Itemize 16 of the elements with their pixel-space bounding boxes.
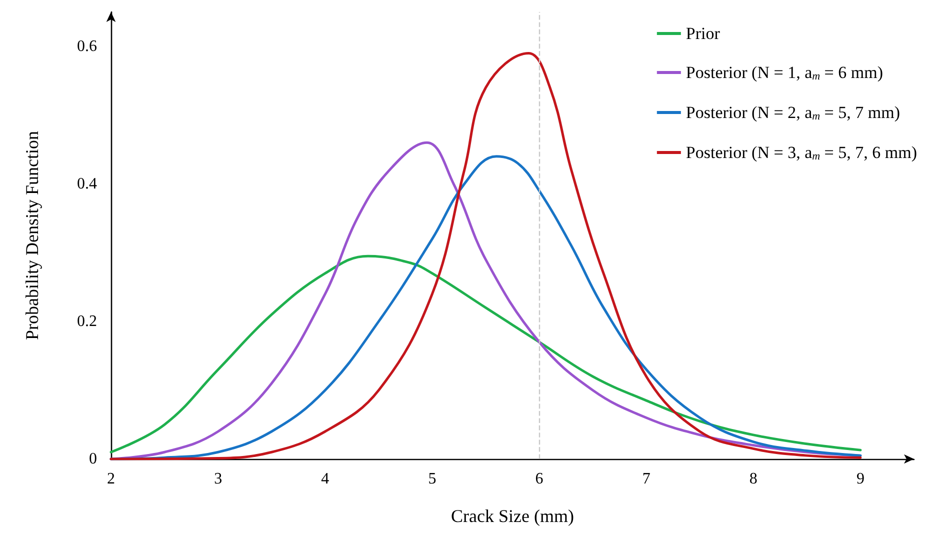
x-tick-label: 2 [107,470,115,488]
x-tick-label: 4 [321,470,330,488]
x-tick-label: 9 [856,470,864,488]
line-series [110,254,862,454]
y-tick-label: 0.2 [77,312,97,330]
y-tick-label: 0.4 [77,175,97,192]
x-tick-label: 6 [535,470,544,488]
x-axis-title: Crack Size (mm) [451,506,574,526]
x-tick-label: 7 [642,470,650,488]
x-tick-label: 5 [428,470,436,488]
y-axis-title: Probability Density Function [22,131,42,340]
legend-label: Prior [686,24,720,43]
x-tick-label: 8 [749,470,758,488]
y-tick-label: 0.6 [77,38,97,55]
y-tick-label: 0 [89,450,97,468]
x-tick-label: 3 [214,470,222,488]
